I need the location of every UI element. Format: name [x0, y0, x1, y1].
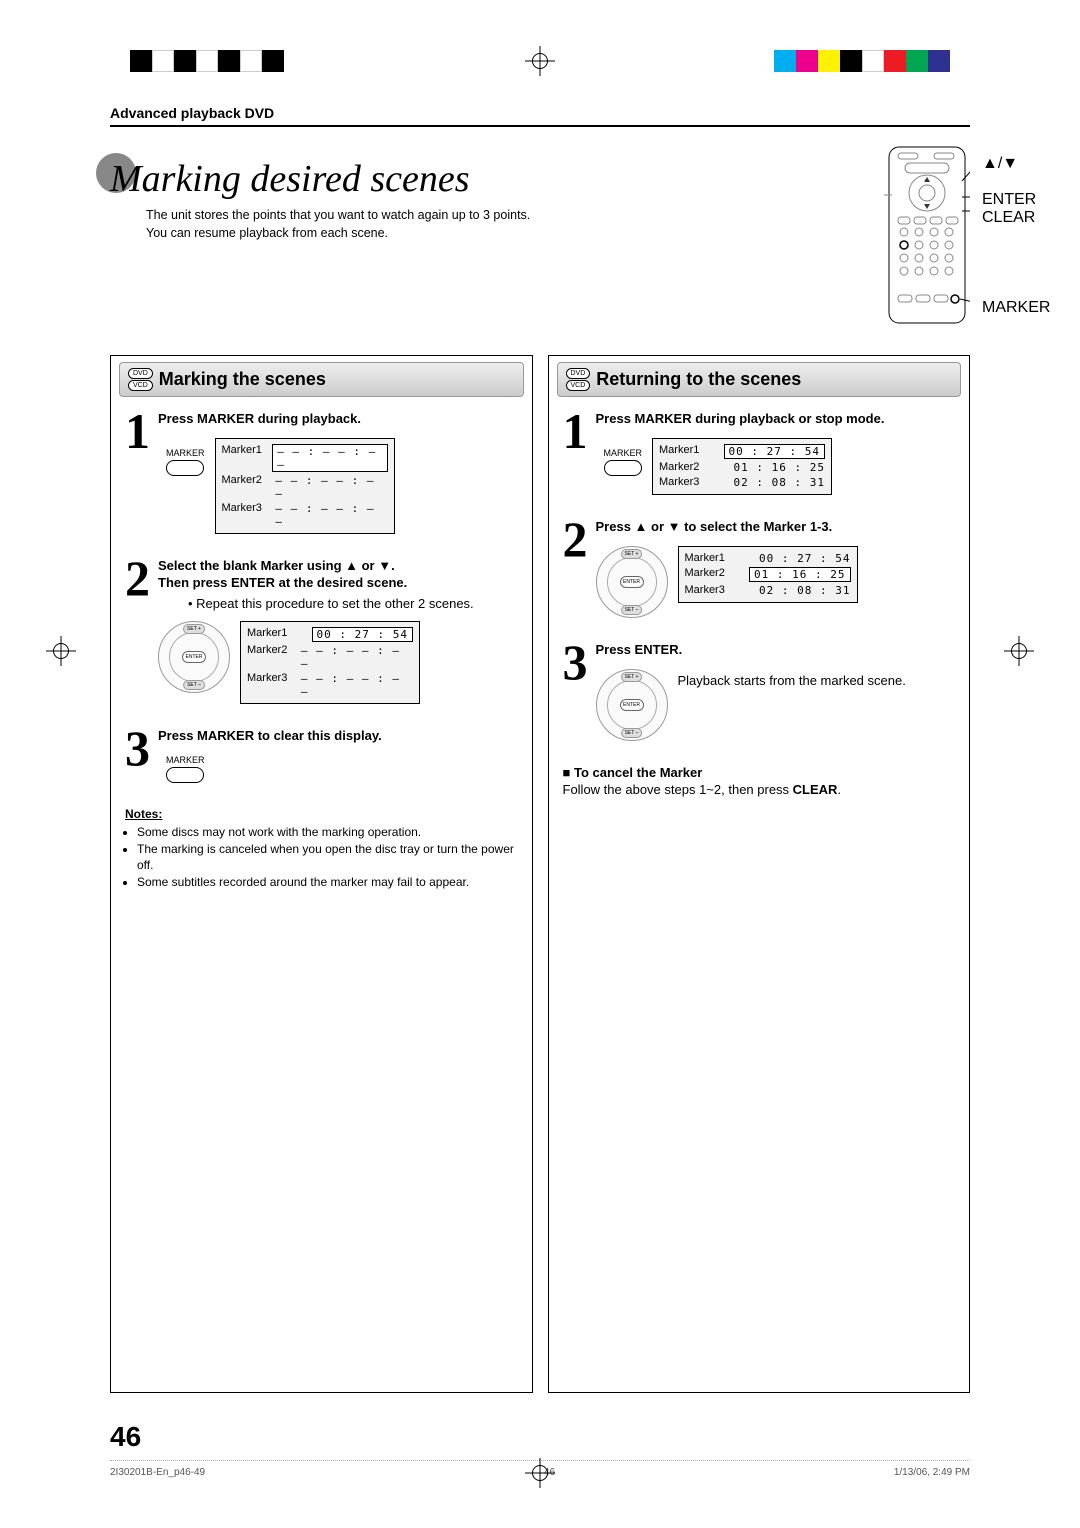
- marker-row: Marker2– – : – – : – –: [222, 473, 388, 501]
- column-heading-text: Marking the scenes: [159, 369, 326, 390]
- marker-row: Marker3– – : – – : – –: [222, 501, 388, 529]
- step-text: Playback starts from the marked scene.: [678, 673, 906, 688]
- marker-button-diagram: MARKER: [604, 448, 643, 476]
- crosshair-icon: [50, 640, 72, 662]
- note-item: Some subtitles recorded around the marke…: [137, 875, 518, 891]
- column-heading: DVD VCD Returning to the scenes: [557, 362, 962, 397]
- step-bullet: • Repeat this procedure to set the other…: [188, 596, 518, 611]
- marker-button-label: MARKER: [166, 448, 205, 458]
- dpad-enter: ENTER: [620, 576, 644, 588]
- marker-row: Marker201 : 16 : 25: [659, 460, 825, 475]
- cancel-heading: To cancel the Marker: [563, 765, 956, 780]
- remote-label-marker: MARKER: [982, 299, 1050, 317]
- dvd-badge: DVD: [566, 368, 591, 379]
- subtitle-line: The unit stores the points that you want…: [146, 208, 530, 222]
- registration-bar: [0, 50, 1080, 72]
- dvd-badge: DVD: [128, 368, 153, 379]
- dpad-enter: ENTER: [620, 699, 644, 711]
- column-heading: DVD VCD Marking the scenes: [119, 362, 524, 397]
- remote-label-arrows: ▲/▼: [982, 155, 1018, 173]
- marker-button-label: MARKER: [166, 755, 518, 765]
- note-item: The marking is canceled when you open th…: [137, 842, 518, 873]
- step-3: 3 Press MARKER to clear this display. MA…: [125, 728, 518, 793]
- page-title: Marking desired scenes: [110, 157, 970, 201]
- marker-row: Marker201 : 16 : 25: [685, 566, 851, 583]
- marker-button-icon: [604, 460, 642, 476]
- dpad-set-plus: SET +: [183, 624, 205, 634]
- step-1: 1 Press MARKER during playback or stop m…: [563, 411, 956, 505]
- marker-button-diagram: MARKER: [166, 755, 518, 783]
- step-2: 2 Select the blank Marker using ▲ or ▼. …: [125, 558, 518, 714]
- dpad-set-minus: SET –: [621, 605, 643, 615]
- step-title: Press MARKER during playback or stop mod…: [596, 411, 956, 428]
- marker-row: Marker100 : 27 : 54: [247, 626, 413, 643]
- footer-timestamp: 1/13/06, 2:49 PM: [894, 1467, 970, 1478]
- marker-row: Marker302 : 08 : 31: [659, 475, 825, 490]
- marker-row: Marker1– – : – – : – –: [222, 443, 388, 473]
- step-number: 3: [125, 728, 150, 793]
- step-1: 1 Press MARKER during playback. MARKER M…: [125, 411, 518, 544]
- notes-list: Some discs may not work with the marking…: [125, 825, 518, 891]
- column-heading-text: Returning to the scenes: [596, 369, 801, 390]
- marker-table: Marker100 : 27 : 54Marker2– – : – – : – …: [240, 621, 420, 704]
- crosshair-icon: [529, 1462, 551, 1484]
- step-title: Press ENTER.: [596, 642, 956, 659]
- dpad-set-plus: SET +: [621, 549, 643, 559]
- disc-badges: DVD VCD: [128, 368, 153, 391]
- dpad-enter: ENTER: [182, 651, 206, 663]
- marker-row: Marker302 : 08 : 31: [685, 583, 851, 598]
- notes-heading: Notes:: [125, 807, 518, 821]
- disc-badges: DVD VCD: [566, 368, 591, 391]
- step-title: Press MARKER during playback.: [158, 411, 518, 428]
- section-label: Advanced playback DVD: [110, 105, 970, 121]
- step-number: 1: [125, 411, 150, 544]
- step-number: 2: [125, 558, 150, 714]
- marker-button-diagram: MARKER: [166, 448, 205, 476]
- marker-row: Marker2– – : – – : – –: [247, 643, 413, 671]
- crosshair-icon: [529, 50, 551, 72]
- dpad-set-minus: SET –: [621, 728, 643, 738]
- title-subtitle: The unit stores the points that you want…: [146, 207, 970, 242]
- page-number: 46: [110, 1421, 141, 1453]
- marker-row: Marker100 : 27 : 54: [659, 443, 825, 460]
- step-number: 2: [563, 519, 588, 628]
- dpad-icon: SET + ENTER SET –: [596, 669, 668, 741]
- dpad-icon: SET + ENTER SET –: [158, 621, 230, 693]
- vcd-badge: VCD: [566, 380, 591, 391]
- footer-filename: 2I30201B-En_p46-49: [110, 1467, 205, 1478]
- marker-button-label: MARKER: [604, 448, 643, 458]
- dpad-icon: SET + ENTER SET –: [596, 546, 668, 618]
- subtitle-line: You can resume playback from each scene.: [146, 226, 388, 240]
- note-item: Some discs may not work with the marking…: [137, 825, 518, 841]
- marker-button-icon: [166, 767, 204, 783]
- step-number: 1: [563, 411, 588, 505]
- step-title: Press MARKER to clear this display.: [158, 728, 518, 745]
- marker-row: Marker3– – : – – : – –: [247, 671, 413, 699]
- marker-table: Marker1– – : – – : – –Marker2– – : – – :…: [215, 438, 395, 534]
- section-rule: [110, 125, 970, 127]
- marker-table: Marker100 : 27 : 54Marker201 : 16 : 25Ma…: [678, 546, 858, 603]
- vcd-badge: VCD: [128, 380, 153, 391]
- marker-button-icon: [166, 460, 204, 476]
- step-2: 2 Press ▲ or ▼ to select the Marker 1-3.…: [563, 519, 956, 628]
- returning-scenes-column: DVD VCD Returning to the scenes 1 Press …: [548, 355, 971, 1393]
- dpad-set-minus: SET –: [183, 680, 205, 690]
- step-number: 3: [563, 642, 588, 751]
- step-title: Press ▲ or ▼ to select the Marker 1-3.: [596, 519, 956, 536]
- remote-label-clear: CLEAR: [982, 209, 1035, 227]
- crosshair-icon: [1008, 640, 1030, 662]
- step-3: 3 Press ENTER. SET + ENTER SET – Playbac…: [563, 642, 956, 751]
- remote-label-enter: ENTER: [982, 191, 1036, 209]
- dpad-set-plus: SET +: [621, 672, 643, 682]
- marking-scenes-column: DVD VCD Marking the scenes 1 Press MARKE…: [110, 355, 533, 1393]
- step-title: Select the blank Marker using ▲ or ▼. Th…: [158, 558, 518, 592]
- marker-table: Marker100 : 27 : 54Marker201 : 16 : 25Ma…: [652, 438, 832, 495]
- marker-row: Marker100 : 27 : 54: [685, 551, 851, 566]
- cancel-text: Follow the above steps 1~2, then press C…: [563, 782, 956, 797]
